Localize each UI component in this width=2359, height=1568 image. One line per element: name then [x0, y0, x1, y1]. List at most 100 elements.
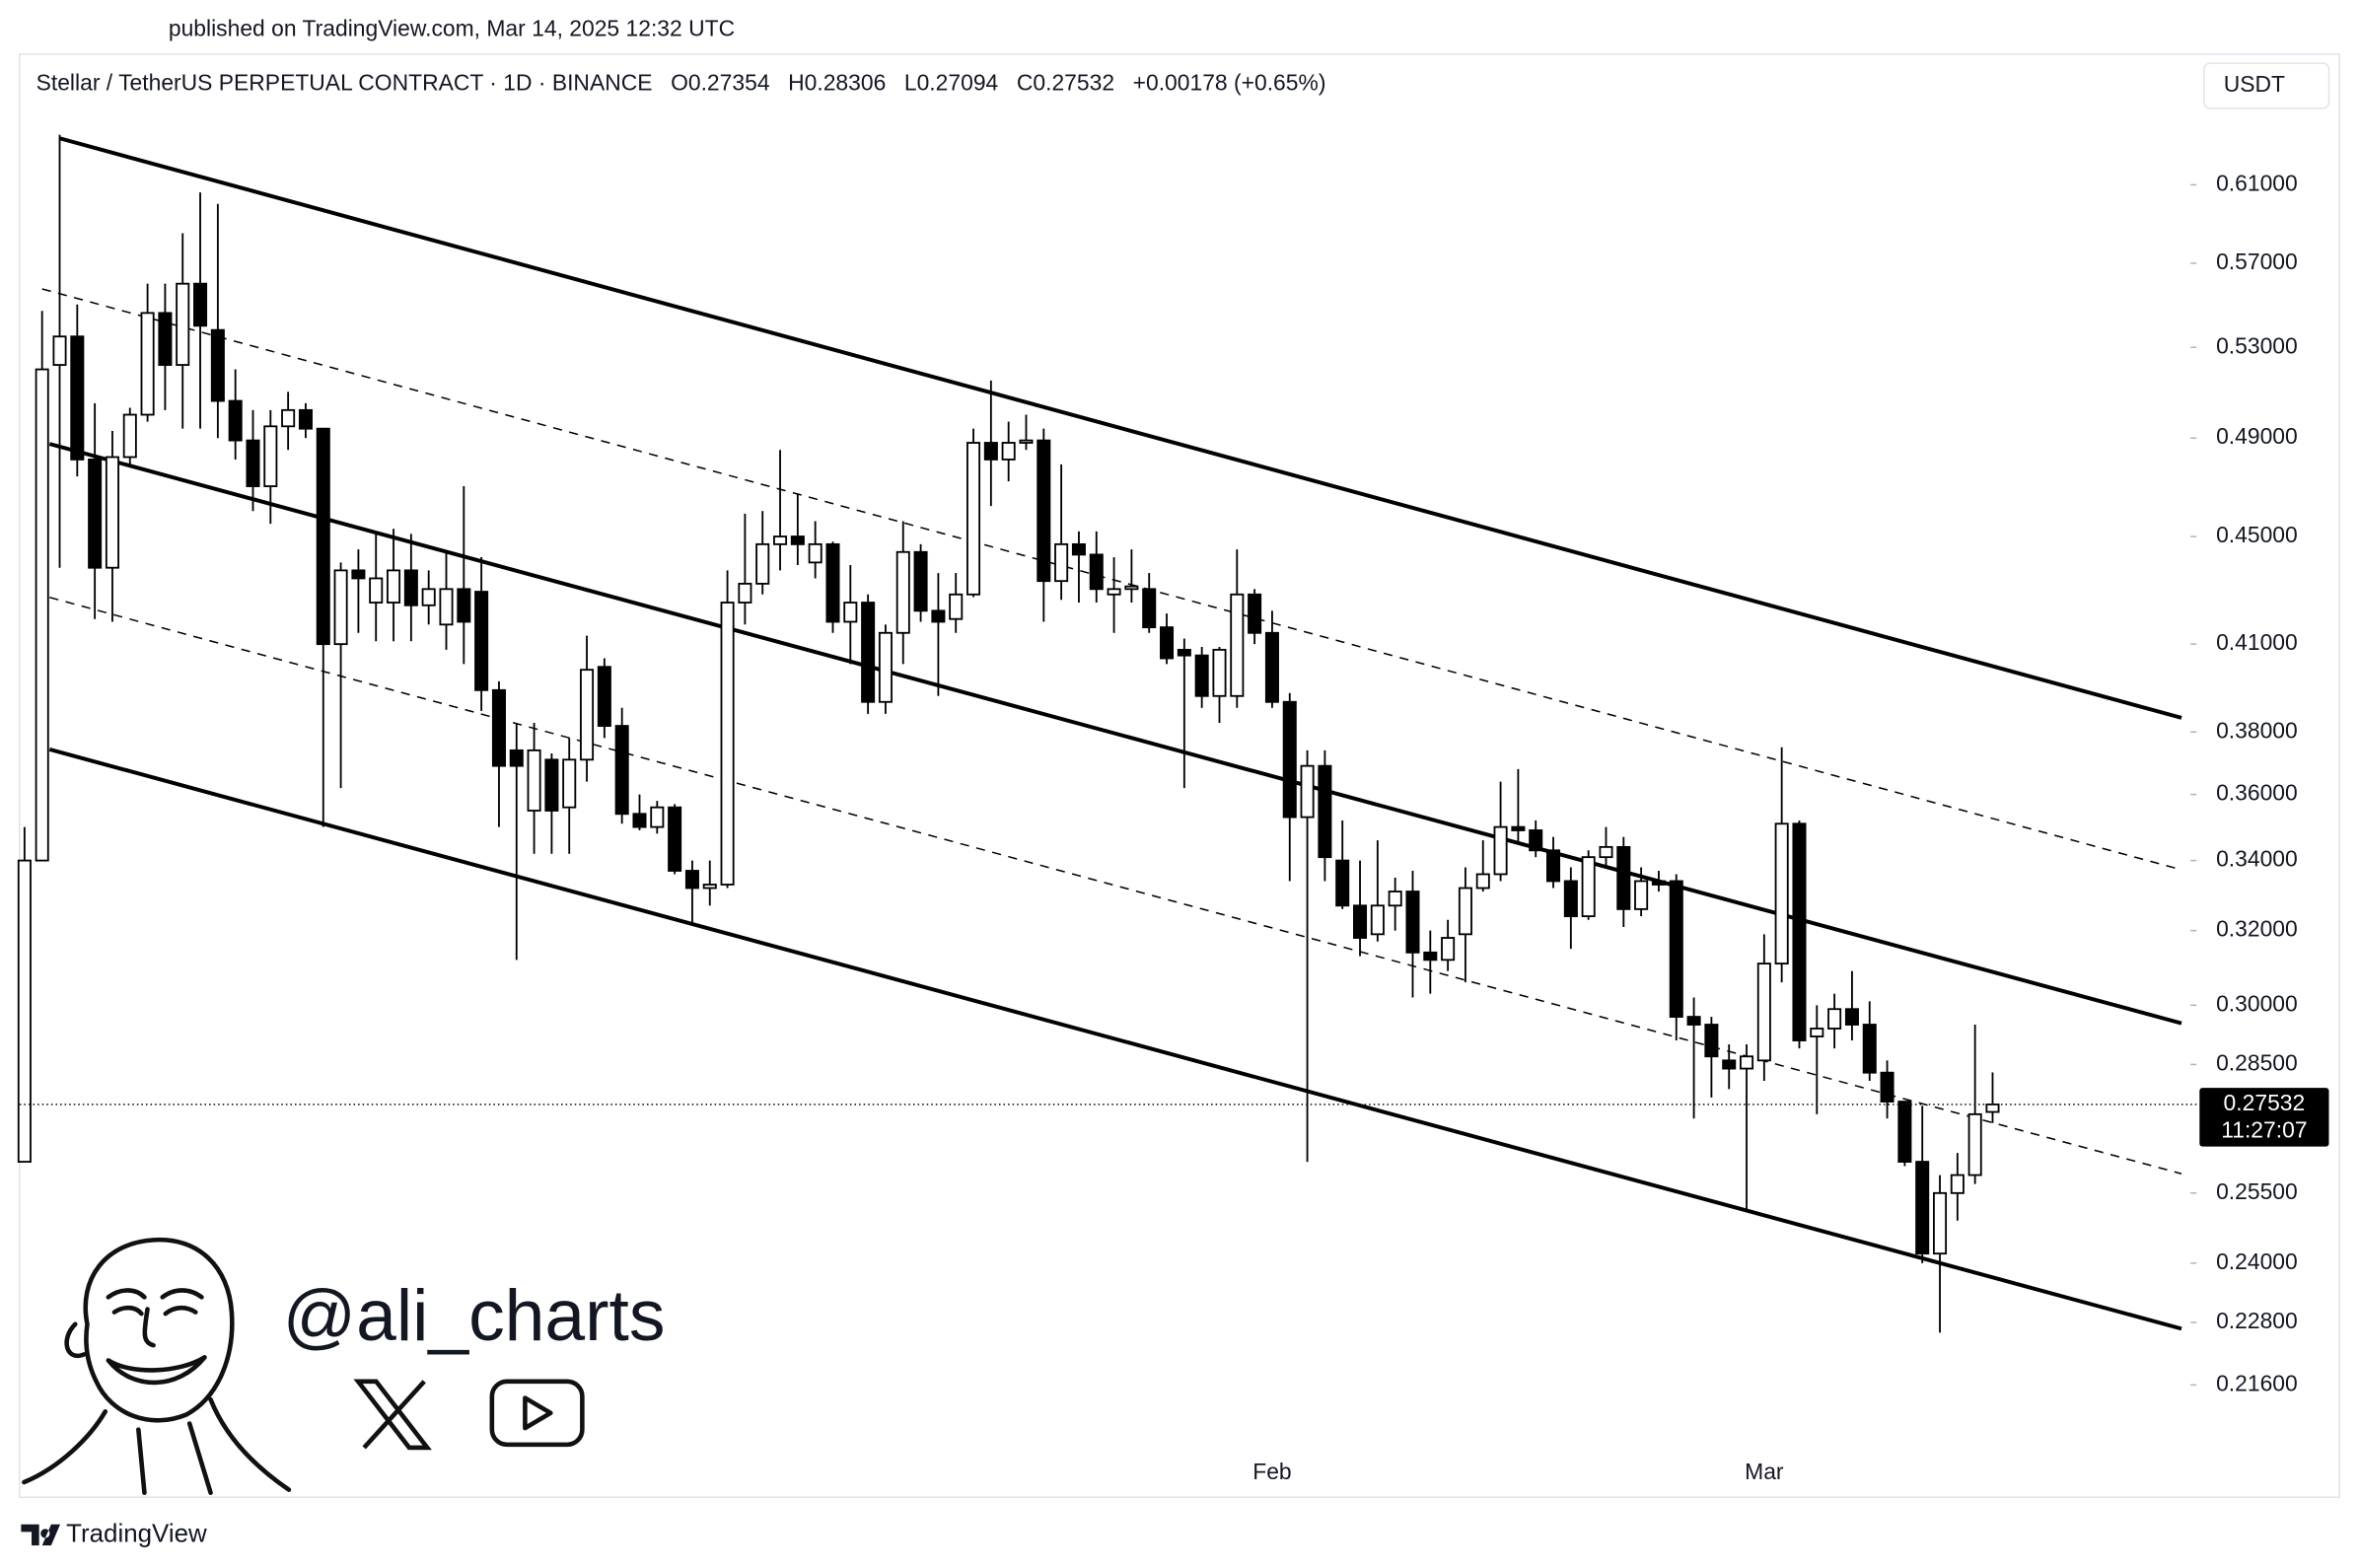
candle-body — [1071, 542, 1086, 556]
candle-body — [1107, 588, 1121, 596]
candle-body — [597, 666, 611, 727]
candle-body — [474, 591, 489, 691]
channel — [41, 136, 2182, 1331]
candle-body — [403, 569, 418, 606]
candle-body — [1880, 1071, 1894, 1103]
ohlc-close: C0.27532 — [1017, 69, 1114, 95]
candle-body — [544, 758, 559, 812]
avatar-smile — [106, 1355, 207, 1386]
candle-body — [720, 602, 735, 886]
candle-body — [1704, 1024, 1719, 1058]
candle-body — [1001, 442, 1016, 461]
channel-lower-mid — [49, 597, 2182, 1175]
candle-body — [1318, 764, 1332, 859]
candle-body — [1967, 1112, 1982, 1176]
avatar-head — [83, 1237, 235, 1423]
candle-body — [1124, 585, 1139, 591]
candle-body — [1019, 439, 1034, 444]
candle-body — [1651, 880, 1666, 886]
y-tick-label: 0.53000 — [2216, 332, 2298, 358]
published-note: published on TradingView.com, Mar 14, 20… — [169, 16, 735, 41]
x-icon-stroke — [362, 1380, 426, 1450]
x-tick-label: Feb — [1252, 1459, 1291, 1484]
candle-body — [1212, 648, 1227, 697]
y-tick-label: 0.49000 — [2216, 423, 2298, 449]
y-tick-label: 0.45000 — [2216, 522, 2298, 547]
watermark-handle: @ali_charts — [283, 1275, 666, 1356]
candle-body — [1599, 845, 1613, 859]
candle-body — [176, 282, 190, 366]
symbol: Stellar / TetherUS PERPETUAL CONTRACT · … — [36, 69, 653, 95]
axes: 0.61000 0.57000 0.53000 0.49000 0.45000 0.410… — [19, 170, 2329, 1484]
candle-body — [1915, 1161, 1930, 1255]
candle-body — [35, 368, 49, 862]
candle-body — [70, 335, 85, 461]
candle-body — [1810, 1028, 1824, 1037]
candle-body — [1054, 542, 1069, 583]
candle-body — [983, 442, 998, 461]
candle-body — [1933, 1191, 1948, 1255]
avatar-brows — [106, 1288, 204, 1300]
candle-body — [1844, 1008, 1859, 1026]
candle-body — [140, 312, 155, 416]
ohlc-change: +0.00178 (+0.65%) — [1133, 69, 1326, 95]
candle-body — [1194, 654, 1209, 697]
y-tick-label: 0.61000 — [2216, 170, 2298, 195]
chart-header: Stellar / TetherUS PERPETUAL CONTRACT · … — [36, 69, 1326, 95]
brand-logo[interactable]: TradingView — [21, 1520, 207, 1547]
candle-body — [1300, 764, 1315, 819]
candle-body — [105, 456, 119, 569]
y-tick-label: 0.38000 — [2216, 717, 2298, 743]
candle-body — [1511, 825, 1526, 831]
chart-frame — [19, 53, 2340, 1499]
y-tick-label: 0.32000 — [2216, 916, 2298, 942]
youtube-icon[interactable] — [489, 1379, 585, 1448]
candle-body — [702, 884, 717, 890]
candle-body — [1458, 887, 1472, 936]
candle-body — [527, 748, 541, 812]
avatar-nose — [142, 1307, 156, 1348]
candle-body — [895, 550, 910, 634]
candle-body — [246, 439, 260, 487]
candle-body — [1037, 439, 1051, 583]
candle-body — [369, 577, 384, 604]
y-tick-label: 0.34000 — [2216, 846, 2298, 872]
candle-body — [210, 328, 225, 402]
youtube-play — [523, 1395, 553, 1431]
candle-body — [457, 588, 471, 623]
candle-body — [668, 806, 682, 872]
y-tick-label: 0.36000 — [2216, 780, 2298, 806]
brand-icon — [21, 1524, 61, 1546]
candle-body — [650, 806, 665, 828]
candle-body — [1563, 880, 1578, 918]
y-tick-label: 0.24000 — [2216, 1248, 2298, 1274]
last-price-label: 0.27532 — [2224, 1090, 2306, 1115]
candle-body — [773, 535, 788, 545]
candle-body — [1142, 588, 1157, 629]
brand-name: TradingView — [66, 1520, 207, 1547]
candle-body — [861, 602, 876, 703]
candle-body — [1089, 553, 1104, 591]
x-icon[interactable] — [353, 1379, 432, 1451]
y-tick-label: 0.28500 — [2216, 1049, 2298, 1075]
currency[interactable]: USDT — [2224, 71, 2285, 97]
candle-body — [193, 282, 208, 327]
candle-body — [281, 408, 296, 428]
candle-body — [228, 399, 243, 442]
candle-body — [1405, 891, 1420, 954]
candle-body — [1529, 829, 1543, 852]
candle-body — [387, 569, 401, 604]
candle-body — [1827, 1008, 1842, 1030]
channel-middle — [48, 442, 2182, 1026]
candle-body — [491, 688, 506, 767]
last-price-box — [2199, 1088, 2329, 1147]
candle-body — [931, 609, 946, 623]
avatar — [22, 1237, 292, 1495]
candle-body — [421, 588, 436, 606]
candle-body — [509, 748, 524, 767]
candle-body — [333, 569, 348, 646]
currency-box[interactable] — [2203, 62, 2330, 109]
ohlc-high: H0.28306 — [788, 69, 886, 95]
candle-body — [1335, 859, 1350, 907]
